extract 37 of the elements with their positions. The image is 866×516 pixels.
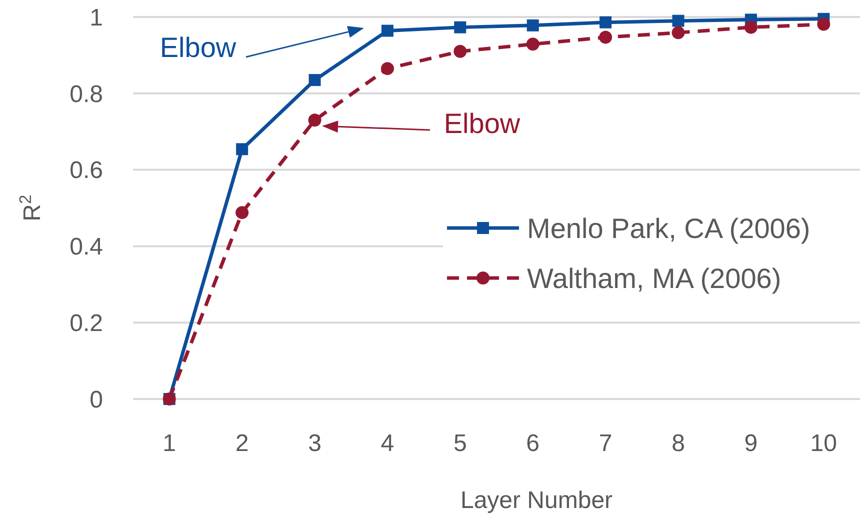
x-tick-label: 5 (453, 430, 467, 457)
point (454, 21, 466, 34)
point (600, 16, 612, 28)
x-tick-label: 1 (162, 430, 176, 457)
point (236, 206, 249, 220)
x-axis-title: Layer Number (460, 487, 613, 514)
point (308, 114, 322, 127)
x-tick-label: 3 (308, 430, 322, 457)
x-tick-label: 10 (810, 430, 837, 457)
y-tick-label: 0.8 (70, 80, 103, 108)
x-tick-label: 6 (526, 430, 540, 457)
annotation: Elbow (444, 108, 521, 139)
annotation: Elbow (160, 32, 237, 63)
x-tick-label: 9 (744, 430, 758, 457)
point (526, 19, 539, 32)
y-tick-label: 1 (90, 4, 103, 32)
point (744, 20, 758, 34)
point (454, 44, 467, 58)
x-tick-label: 7 (598, 430, 612, 457)
point (381, 24, 394, 37)
x-tick-label: 4 (380, 430, 394, 457)
legend-label: Waltham, MA (2006) (527, 262, 782, 294)
x-tick-label: 8 (672, 430, 685, 457)
point (672, 14, 684, 27)
y-tick-label: 0.2 (70, 310, 103, 337)
point (380, 62, 394, 76)
point (672, 26, 685, 40)
x-tick-label: 2 (235, 430, 249, 457)
y-tick-label: 0.6 (70, 157, 103, 184)
point (526, 38, 540, 51)
point (236, 143, 248, 156)
y-tick-label: 0.4 (70, 234, 103, 261)
legend-label: Menlo Park, CA (2006) (527, 212, 810, 244)
y-tick-label: 0 (90, 386, 103, 414)
point (308, 74, 321, 86)
point (599, 30, 612, 44)
point (817, 18, 830, 31)
